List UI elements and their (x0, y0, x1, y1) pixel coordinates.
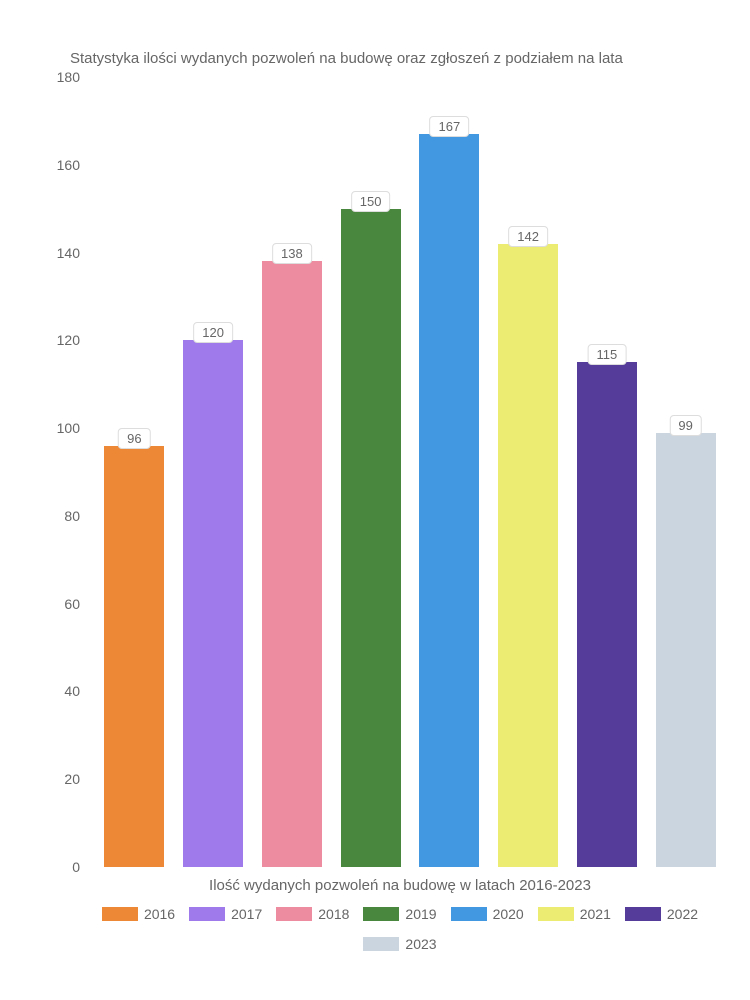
legend-swatch (363, 937, 399, 951)
y-tick: 40 (64, 683, 80, 699)
bars-group: 96 120 138 150 167 142 115 99 (90, 77, 730, 867)
y-axis: 020406080100120140160180 (40, 77, 85, 867)
chart-title: Statystyka ilości wydanych pozwoleń na b… (40, 50, 710, 67)
legend-swatch (451, 907, 487, 921)
legend-label: 2019 (405, 906, 436, 922)
legend-item: 2016 (102, 906, 175, 922)
bar: 138 (262, 261, 322, 867)
bar: 115 (577, 362, 637, 867)
bar: 142 (498, 244, 558, 867)
legend-item: 2017 (189, 906, 262, 922)
y-tick: 180 (57, 69, 80, 85)
plot-area: 020406080100120140160180 961201381501671… (90, 77, 730, 867)
legend-item: 2020 (451, 906, 524, 922)
bar: 150 (341, 209, 401, 867)
y-tick: 80 (64, 508, 80, 524)
legend-swatch (276, 907, 312, 921)
y-tick: 20 (64, 771, 80, 787)
legend-item: 2023 (363, 936, 436, 952)
bar: 96 (104, 446, 164, 867)
legend-label: 2020 (493, 906, 524, 922)
legend-item: 2021 (538, 906, 611, 922)
legend-swatch (189, 907, 225, 921)
bar: 120 (183, 340, 243, 867)
legend-swatch (102, 907, 138, 921)
bar-value-label: 120 (193, 322, 233, 343)
legend-label: 2016 (144, 906, 175, 922)
legend-swatch (625, 907, 661, 921)
bar-value-label: 99 (669, 415, 701, 436)
legend-item: 2019 (363, 906, 436, 922)
bar: 99 (656, 433, 716, 868)
bar-value-label: 142 (508, 226, 548, 247)
bar-value-label: 96 (118, 428, 150, 449)
bar-value-label: 138 (272, 243, 312, 264)
y-tick: 100 (57, 420, 80, 436)
bar-value-label: 150 (351, 191, 391, 212)
legend: 2016 2017 2018 2019 2020 2021 2022 2023 (90, 906, 710, 952)
legend-label: 2018 (318, 906, 349, 922)
legend-swatch (538, 907, 574, 921)
chart-container: Statystyka ilości wydanych pozwoleń na b… (0, 0, 750, 1000)
legend-item: 2022 (625, 906, 698, 922)
bar-value-label: 115 (588, 344, 627, 365)
y-tick: 140 (57, 245, 80, 261)
legend-label: 2023 (405, 936, 436, 952)
legend-label: 2022 (667, 906, 698, 922)
bar: 167 (419, 134, 479, 867)
y-tick: 160 (57, 157, 80, 173)
x-axis-label: Ilość wydanych pozwoleń na budowę w lata… (90, 877, 710, 894)
legend-label: 2021 (580, 906, 611, 922)
legend-swatch (363, 907, 399, 921)
bar-value-label: 167 (430, 116, 470, 137)
y-tick: 120 (57, 332, 80, 348)
legend-label: 2017 (231, 906, 262, 922)
y-tick: 60 (64, 596, 80, 612)
legend-item: 2018 (276, 906, 349, 922)
y-tick: 0 (72, 859, 80, 875)
